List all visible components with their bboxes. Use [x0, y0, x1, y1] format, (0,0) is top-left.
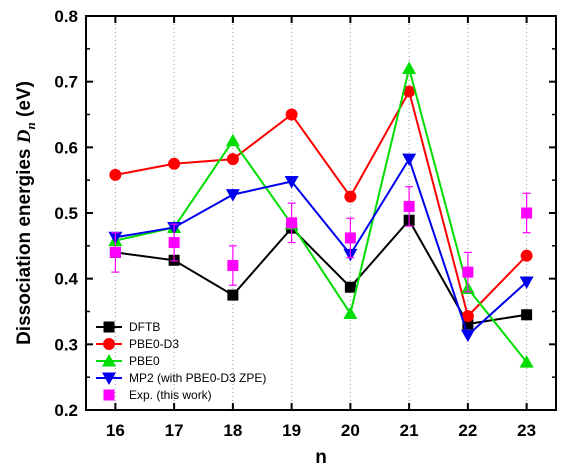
legend-label: PBE0 [129, 354, 160, 368]
x-axis-title: n [315, 447, 327, 468]
data-point [285, 108, 298, 121]
y-tick-label: 0.7 [54, 73, 78, 92]
legend-label: DFTB [129, 320, 160, 334]
data-point [343, 306, 358, 319]
data-point [520, 249, 533, 262]
data-point [403, 85, 416, 98]
series-1 [109, 85, 533, 323]
legend-item: PBE0 [96, 354, 160, 368]
axis-layer: 0.2 0.3 0.4 0.5 0.6 0.7 0.8 16 17 18 19 20 21 22 23 [54, 7, 556, 440]
x-tick-label: 22 [458, 421, 477, 440]
data-point [227, 289, 239, 301]
data-point [462, 318, 474, 330]
data-point [402, 61, 417, 75]
x-tick-label: 17 [165, 421, 184, 440]
y-axis-title-subscript: n [23, 122, 38, 129]
data-point [227, 260, 239, 272]
series-layer [108, 61, 534, 368]
y-tick-label: 0.2 [54, 401, 78, 420]
y-tick-label: 0.8 [54, 7, 78, 26]
series-line [115, 156, 528, 337]
y-tick-label: 0.4 [54, 270, 78, 289]
data-point [109, 168, 122, 181]
legend: DFTB PBE0-D3 PBE0 MP2 (with PBE0-D3 ZPE) Exp… [96, 320, 266, 402]
y-tick-label: 0.6 [54, 138, 78, 157]
x-tick-label: 19 [282, 421, 301, 440]
series-4 [109, 186, 533, 293]
legend-label: PBE0-D3 [129, 337, 179, 351]
legend-marker [102, 354, 116, 367]
legend-marker [103, 389, 115, 401]
data-point [226, 153, 239, 166]
x-tick-label: 23 [517, 421, 536, 440]
data-point [519, 276, 534, 289]
legend-item: MP2 (with PBE0-D3 ZPE) [96, 371, 266, 385]
data-point [225, 133, 240, 147]
data-point [461, 310, 474, 323]
data-point [284, 175, 299, 189]
y-axis-title-symbol: D [14, 129, 35, 144]
legend-marker [102, 372, 116, 385]
data-point [521, 309, 533, 321]
data-point [460, 329, 475, 343]
legend-marker [103, 321, 115, 333]
y-axis-title-unit: (eV) [14, 81, 35, 122]
y-tick-label: 0.3 [54, 335, 78, 354]
data-point [344, 232, 356, 244]
y-tick-label: 0.5 [54, 204, 78, 223]
series-line [115, 68, 528, 363]
legend-item: PBE0-D3 [96, 337, 179, 351]
x-tick-label: 21 [400, 421, 419, 440]
data-point [344, 281, 356, 293]
data-point [109, 246, 121, 258]
data-point [402, 153, 417, 167]
data-point [168, 157, 181, 170]
legend-label: MP2 (with PBE0-D3 ZPE) [129, 371, 266, 385]
data-point [225, 189, 240, 202]
data-point [462, 266, 474, 278]
legend-label: Exp. (this work) [129, 388, 212, 402]
legend-item: DFTB [96, 320, 160, 334]
data-point [403, 200, 415, 212]
legend-item: Exp. (this work) [103, 388, 212, 402]
data-point [286, 217, 298, 229]
x-tick-label: 20 [341, 421, 360, 440]
x-tick-label: 18 [223, 421, 242, 440]
legend-marker [103, 338, 115, 350]
data-point [521, 207, 533, 219]
data-point [168, 237, 180, 249]
y-axis-title-main: Dissociation energies [14, 143, 35, 345]
series-line [115, 88, 528, 319]
x-tick-label: 16 [106, 421, 125, 440]
y-axis-title: Dissociation energies Dn (eV) [14, 81, 38, 345]
data-point [519, 355, 534, 368]
data-point [344, 190, 357, 203]
